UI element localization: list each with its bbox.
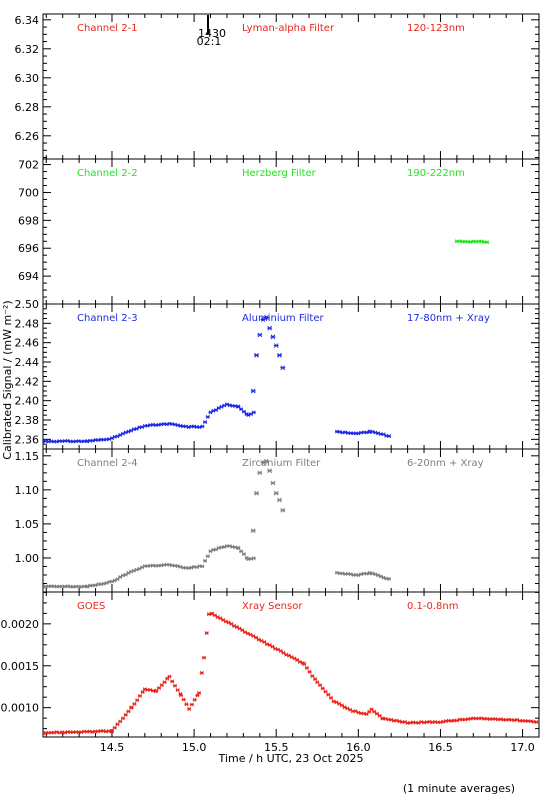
panel-frame	[42, 303, 540, 450]
flare-point	[263, 315, 269, 320]
y-tick-label: 700	[18, 186, 39, 199]
panel-2: 694 696 698 700 702 Channel 2-2 Herzberg Filte…	[18, 158, 540, 305]
panel-label-right: 17-80nm + Xray	[407, 313, 490, 324]
flare-point	[263, 458, 269, 464]
panel-label-left: Channel 2-1	[77, 23, 138, 34]
panel-frame	[42, 591, 540, 738]
time-marker: 1430 02:1	[197, 15, 226, 48]
y-tick-label: 2.40	[15, 395, 40, 408]
panel-frame	[42, 158, 540, 305]
series-points	[43, 544, 256, 589]
flare-point	[273, 490, 279, 496]
y-tick-label: 6.32	[15, 43, 40, 56]
panel-label-mid: Xray Sensor	[242, 601, 303, 612]
x-tick-label: 17.0	[510, 741, 535, 754]
y-tick-label: 696	[18, 242, 39, 255]
flare-point	[257, 470, 263, 476]
panel-label-mid: Zirconium Filter	[242, 458, 321, 469]
y-tick-label: 2.48	[15, 317, 40, 330]
y-tick-label: 702	[18, 159, 39, 172]
footnote: (1 minute averages)	[403, 782, 515, 795]
series-points	[43, 402, 256, 444]
y-axis-label: Calibrated Signal / (mW m⁻²)	[1, 300, 14, 459]
flare-point	[273, 343, 279, 348]
flare-point	[277, 497, 283, 503]
panel-label-mid: Herzberg Filter	[242, 168, 317, 179]
panel-label-left: Channel 2-3	[77, 313, 138, 324]
y-tick-label: 2.44	[15, 356, 40, 369]
data-series	[454, 239, 490, 245]
y-tick-label: 2.50	[15, 298, 40, 311]
series-points	[334, 429, 392, 439]
flare-point	[277, 352, 283, 358]
y-tick-label: 6.34	[15, 14, 40, 27]
panel-label-mid: Lyman-alpha Filter	[242, 23, 335, 34]
y-tick-label: 1.15	[15, 450, 40, 463]
x-tick-label: 15.5	[264, 741, 289, 754]
panel-label-left: GOES	[77, 601, 105, 612]
flare-point	[270, 480, 276, 486]
time-marker-label-top: 1430	[198, 27, 226, 40]
panel-1: 6.26 6.28 6.30 6.32 6.34 Channel 2-1 Lyman-alp…	[15, 13, 540, 160]
y-tick-label: 1.10	[15, 484, 40, 497]
chart-panels: 6.26 6.28 6.30 6.32 6.34 Channel 2-1 Lyman-alp…	[1, 13, 540, 754]
panel-label-mid: Aluminium Filter	[242, 313, 325, 324]
data-series	[43, 315, 392, 444]
x-tick-label: 15.0	[182, 741, 207, 754]
panel-label-right: 6-20nm + Xray	[407, 458, 484, 469]
flare-point	[270, 334, 276, 340]
y-tick-label: 698	[18, 214, 39, 227]
panel-label-right: 120-123nm	[407, 23, 465, 34]
data-series	[43, 611, 539, 736]
y-tick-label: 694	[18, 270, 39, 283]
panel-5: 0.0010 0.0015 0.0020 14.5 15.0 15.5 16.0 16.5 17…	[1, 591, 540, 754]
y-tick-label: 2.38	[15, 414, 40, 427]
y-tick-label: 2.42	[15, 375, 40, 388]
y-tick-label: 1.05	[15, 518, 40, 531]
panel-3: 2.36 2.38 2.40 2.42 2.44 2.46 2.48 2.50 Channel …	[15, 298, 540, 450]
flare-point	[267, 468, 273, 474]
x-tick-label: 16.5	[428, 741, 453, 754]
flare-point	[280, 365, 286, 371]
y-tick-label: 6.30	[15, 72, 40, 85]
x-tick-label: 14.5	[100, 741, 125, 754]
series-points	[334, 570, 392, 581]
x-tick-label: 16.0	[346, 741, 371, 754]
flare-point	[254, 352, 260, 358]
series-points	[454, 239, 490, 245]
y-tick-label: 1.00	[15, 552, 40, 565]
series-points	[43, 611, 539, 736]
y-tick-label: 0.0015	[1, 660, 40, 673]
x-axis-label: Time / h UTC, 23 Oct 2025	[218, 752, 364, 765]
flare-point	[250, 388, 256, 394]
flare-point	[267, 325, 273, 331]
flare-point	[254, 490, 260, 496]
panel-label-right: 190-222nm	[407, 168, 465, 179]
y-tick-label: 0.0020	[1, 618, 40, 631]
panel-frame	[42, 448, 540, 593]
flare-point	[257, 332, 263, 338]
panel-label-right: 0.1-0.8nm	[407, 601, 459, 612]
y-tick-label: 2.46	[15, 337, 40, 350]
y-tick-label: 6.28	[15, 101, 40, 114]
panel-4: 1.00 1.05 1.10 1.15 Channel 2-4 Zirconium Fil…	[15, 448, 540, 593]
y-tick-label: 2.36	[15, 433, 40, 446]
y-tick-label: 6.26	[15, 130, 40, 143]
panel-label-left: Channel 2-2	[77, 168, 138, 179]
flare-point	[250, 528, 256, 534]
data-series	[43, 458, 392, 589]
flare-point	[280, 507, 286, 513]
time-marker-label-bottom: 02:1	[197, 35, 222, 48]
panel-frame	[42, 13, 540, 160]
panel-label-left: Channel 2-4	[77, 458, 138, 469]
y-tick-label: 0.0010	[1, 702, 40, 715]
